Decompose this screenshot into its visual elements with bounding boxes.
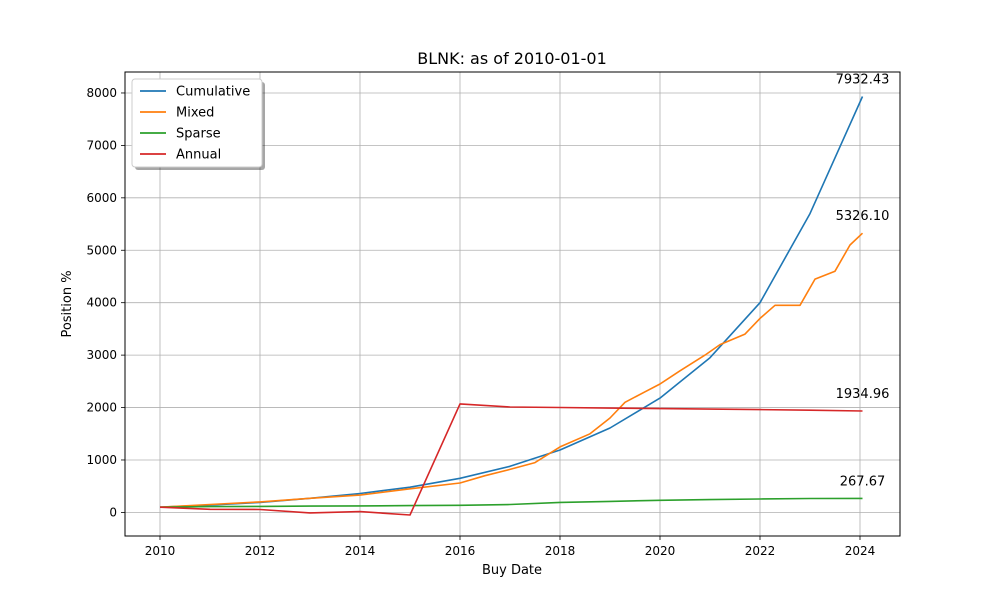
y-axis-ticks: 0 1000 2000 3000 4000 5000 6000 7000 8000 <box>86 86 125 519</box>
series-line-sparse <box>159 497 863 508</box>
legend-label-mixed: Mixed <box>176 106 214 121</box>
x-tick-label: 2018 <box>545 544 576 558</box>
y-tick-label: 8000 <box>86 86 117 100</box>
y-tick-label: 3000 <box>86 348 117 362</box>
plot-frame <box>124 71 901 537</box>
y-tick-label: 1000 <box>86 453 117 467</box>
x-tick-label: 2024 <box>845 544 876 558</box>
x-tick-label: 2016 <box>445 544 476 558</box>
end-labels: 7932.43 5326.10 267.67 1934.96 <box>836 73 890 490</box>
legend-label-sparse: Sparse <box>176 127 221 142</box>
y-tick-label: 0 <box>109 505 117 519</box>
y-axis-label: Position % <box>60 270 75 337</box>
x-tick-label: 2022 <box>745 544 776 558</box>
legend-box <box>131 78 263 168</box>
series-line-annual <box>159 403 863 516</box>
chart-title: BLNK: as of 2010-01-01 <box>417 49 607 68</box>
legend: Cumulative Mixed Sparse Annual <box>131 78 265 170</box>
x-tick-label: 2012 <box>245 544 276 558</box>
x-tick-label: 2020 <box>645 544 676 558</box>
series-layer <box>159 96 864 516</box>
x-axis-ticks: 2010 2012 2014 2016 2018 2020 2022 2024 <box>145 536 876 558</box>
y-tick-label: 5000 <box>86 243 117 257</box>
end-value-label-sparse: 267.67 <box>840 474 886 489</box>
end-value-label-mixed: 5326.10 <box>836 209 890 224</box>
y-tick-label: 7000 <box>86 138 117 152</box>
end-value-label-annual: 1934.96 <box>836 387 890 402</box>
end-value-label-cumulative: 7932.43 <box>836 73 890 88</box>
legend-label-cumulative: Cumulative <box>176 85 250 100</box>
x-axis-label: Buy Date <box>482 563 542 578</box>
y-tick-label: 4000 <box>86 296 117 310</box>
legend-label-annual: Annual <box>176 148 221 163</box>
x-tick-label: 2010 <box>145 544 176 558</box>
y-tick-label: 2000 <box>86 401 117 415</box>
y-tick-label: 6000 <box>86 191 117 205</box>
series-line-mixed <box>159 232 864 508</box>
x-tick-label: 2014 <box>345 544 376 558</box>
